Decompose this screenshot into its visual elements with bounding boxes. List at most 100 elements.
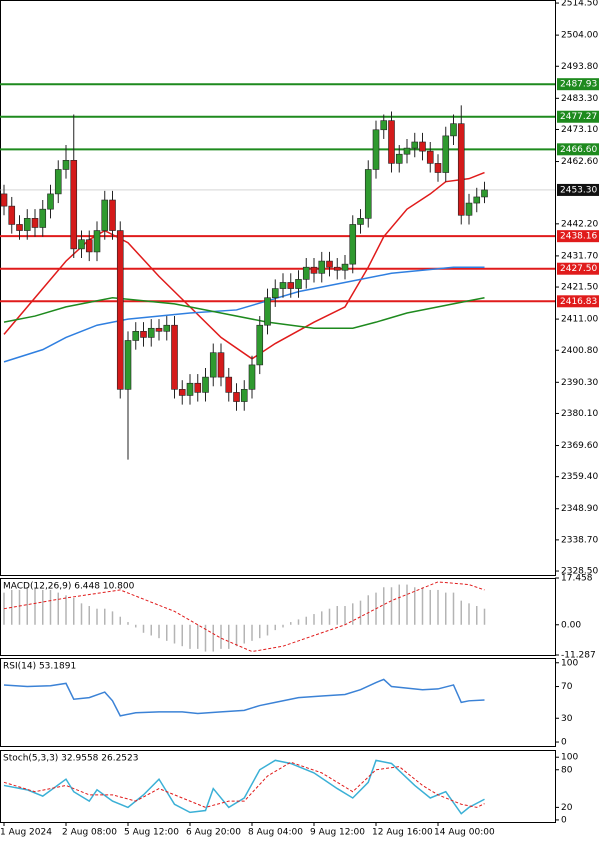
y-tick-label: 2442.20	[561, 219, 598, 229]
candle-body	[233, 392, 240, 402]
moving-average	[3, 296, 485, 330]
candle-body	[271, 288, 279, 299]
candle-body	[302, 266, 310, 280]
panel-title: MACD(12,26,9) 6.448 10.800	[3, 582, 135, 592]
candle-body	[248, 364, 256, 390]
x-tick-label: 14 Aug 00:00	[434, 828, 495, 838]
y-tick-label: 2328.50	[561, 567, 598, 577]
y-tick-label: 2421.50	[561, 283, 598, 293]
candle-body	[85, 239, 93, 253]
y-tick-label: 2473.10	[561, 125, 598, 135]
candle-body	[194, 382, 202, 393]
candle-body	[442, 135, 450, 173]
y-tick-label: 2359.40	[561, 472, 598, 482]
y-tick-label: 17.458	[561, 574, 593, 584]
y-tick-label: 2400.80	[561, 346, 598, 356]
candle-body	[202, 376, 209, 393]
y-tick-label: 20	[561, 803, 573, 813]
level-label: 2487.93	[560, 80, 597, 90]
candle-body	[132, 331, 140, 341]
y-tick-label: 2504.00	[561, 31, 598, 41]
candle-body	[372, 129, 380, 170]
y-tick-label: 2390.30	[561, 378, 598, 388]
panel-title: Stoch(5,3,3) 32.9558 26.2523	[3, 754, 138, 764]
candle-body	[186, 382, 194, 396]
candle-body	[147, 327, 155, 338]
candle-body	[349, 224, 357, 265]
candle-body	[380, 120, 388, 131]
level-tag	[557, 295, 599, 308]
x-tick-label: 9 Aug 12:00	[310, 828, 365, 838]
panel-frame	[0, 578, 556, 656]
x-tick-label: 12 Aug 16:00	[372, 828, 433, 838]
y-tick-label: 2411.00	[561, 315, 598, 325]
candle-body	[70, 160, 78, 250]
level-tag	[557, 262, 599, 275]
y-tick-label: 2338.70	[561, 535, 598, 545]
level-tag	[557, 143, 599, 156]
indicator-line	[3, 678, 485, 717]
moving-average	[3, 266, 485, 363]
candle-body	[47, 193, 54, 210]
x-tick-label: 2 Aug 08:00	[62, 828, 117, 838]
candle-body	[23, 218, 31, 231]
candle-body	[256, 324, 264, 366]
candle-body	[240, 389, 248, 402]
x-tick-label: 8 Aug 04:00	[248, 828, 303, 838]
candle-body	[457, 123, 465, 216]
y-tick-label: 0	[561, 815, 567, 825]
panel-frame	[0, 0, 556, 576]
candle-body	[357, 218, 364, 225]
candle-body	[225, 376, 233, 393]
candle-body	[0, 193, 8, 207]
candle-body	[101, 199, 109, 231]
candle-body	[140, 331, 147, 338]
candle-body	[16, 224, 23, 231]
indicator-line	[3, 759, 485, 815]
candle-body	[62, 160, 70, 170]
candle-body	[264, 297, 271, 326]
candle-body	[395, 153, 403, 164]
candle-body	[163, 324, 171, 332]
last-price-tag	[557, 183, 599, 196]
y-tick-label: 2483.30	[561, 94, 598, 104]
candle-body	[109, 199, 116, 231]
y-tick-label: 2493.80	[561, 62, 598, 72]
candle-body	[116, 230, 124, 390]
y-tick-label: 2369.60	[561, 441, 598, 451]
candle-body	[326, 260, 333, 268]
moving-average	[3, 171, 485, 360]
candle-body	[411, 141, 419, 149]
y-tick-label: 2348.90	[561, 504, 598, 514]
candle-body	[465, 202, 473, 216]
y-tick-label: 80	[561, 765, 573, 775]
candle-body	[295, 279, 302, 289]
candle-body	[434, 163, 442, 173]
candle-body	[364, 169, 372, 219]
candle-body	[473, 196, 481, 204]
y-tick-label: 2514.50	[561, 0, 598, 9]
level-tag	[557, 78, 599, 91]
level-label: 2427.50	[560, 264, 597, 274]
y-tick-label: 30	[561, 714, 573, 724]
candle-body	[426, 150, 434, 164]
level-tag	[557, 230, 599, 243]
y-tick-label: 2462.60	[561, 157, 598, 167]
x-tick-label: 5 Aug 12:00	[124, 828, 179, 838]
candle-body	[93, 230, 101, 253]
candle-body	[318, 260, 326, 274]
panel-frame	[0, 750, 556, 823]
candle-body	[388, 120, 395, 164]
y-tick-label: -11.287	[561, 651, 596, 661]
candle-body	[31, 218, 39, 228]
y-tick-label: 0	[561, 738, 567, 748]
candle-body	[287, 282, 295, 289]
level-label: 2416.83	[560, 297, 597, 307]
y-tick-label: 100	[561, 658, 578, 668]
last-price-label: 2453.30	[560, 185, 597, 195]
candle-body	[481, 189, 488, 198]
candle-body	[8, 205, 16, 225]
candle-body	[54, 169, 62, 195]
